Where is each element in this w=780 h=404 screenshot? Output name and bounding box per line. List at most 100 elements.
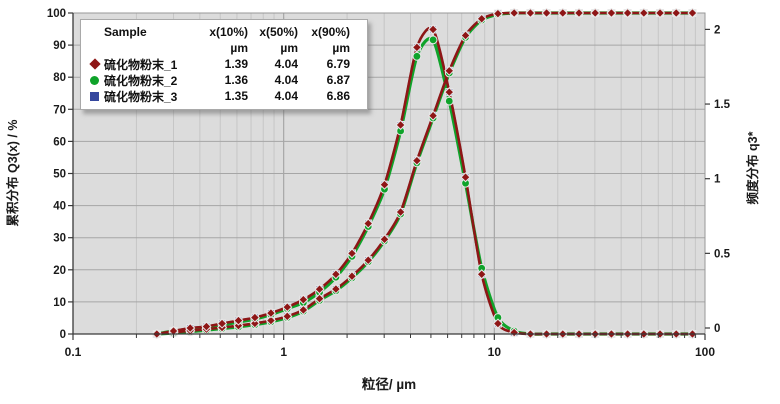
- svg-text:20: 20: [53, 265, 66, 277]
- diamond-marker: [671, 7, 682, 19]
- diamond-marker: [265, 315, 277, 326]
- diamond-marker: [492, 318, 504, 329]
- svg-text:40: 40: [53, 201, 66, 213]
- legend-x10-value: 1.36: [224, 73, 248, 87]
- legend-x50-value: 4.04: [274, 89, 298, 103]
- legend-sample-rows: 硫化物粉末_1 1.39 4.04 6.79 硫化物粉末_2 1.36 4.04 6.87 硫化…: [85, 56, 363, 104]
- diamond-marker: [476, 269, 487, 280]
- diamond-marker: [282, 302, 293, 313]
- diamond-marker: [638, 7, 649, 19]
- diamond-marker: [444, 65, 455, 76]
- diamond-marker: [395, 206, 406, 218]
- legend-x90-value: 6.79: [326, 57, 350, 71]
- diamond-marker: [233, 315, 244, 326]
- diamond-marker: [282, 311, 293, 322]
- diamond-marker: [346, 271, 358, 282]
- y-left-axis-title: 累积分布 Q3(x) / %: [5, 120, 20, 227]
- legend-header-x50: x(50%): [259, 25, 298, 39]
- diamond-icon: [88, 58, 101, 70]
- diamond-marker: [654, 7, 666, 19]
- diamond-marker: [509, 7, 520, 19]
- diamond-marker: [411, 155, 423, 166]
- diamond-marker: [363, 218, 374, 229]
- diamond-marker: [298, 294, 309, 305]
- legend-units-row: µm µm µm: [85, 40, 363, 56]
- svg-text:30: 30: [53, 233, 66, 245]
- legend-x50-value: 4.04: [274, 57, 298, 71]
- svg-text:10: 10: [488, 345, 502, 359]
- diamond-marker: [509, 327, 520, 338]
- diamond-marker: [379, 234, 390, 245]
- diamond-marker: [460, 30, 471, 41]
- legend-header-sample: Sample: [104, 25, 147, 39]
- diamond-marker: [622, 7, 633, 19]
- diamond-marker: [460, 172, 471, 183]
- diamond-marker: [363, 255, 374, 266]
- legend-sample-name: 硫化物粉末_3: [104, 89, 178, 104]
- legend-row-sample-3: 硫化物粉末_3 1.35 4.04 6.86: [85, 88, 363, 104]
- diamond-marker: [687, 7, 698, 19]
- svg-text:10: 10: [53, 297, 66, 309]
- svg-text:70: 70: [53, 104, 66, 116]
- diamond-marker: [314, 293, 325, 304]
- circle-marker: [412, 51, 422, 61]
- y-right-axis-title: 频度分布 q3*: [745, 131, 760, 204]
- diamond-marker: [379, 179, 390, 190]
- svg-text:0: 0: [714, 323, 720, 335]
- diamond-marker: [476, 13, 487, 24]
- legend-table: Sample x(10%) x(50%) x(90%) µm µm µm 硫化物…: [80, 19, 368, 110]
- circle-icon: [90, 75, 99, 85]
- legend-x10-value: 1.39: [224, 57, 248, 71]
- axes: 0 10 20 30 40 50 60 70 80 90 100 0.1 1 10 100 0 0.5 1 1.5 2…: [5, 8, 760, 392]
- svg-text:1: 1: [714, 174, 721, 186]
- diamond-marker: [525, 7, 536, 19]
- sample-1-cumulative-line: [156, 11, 693, 336]
- svg-text:1: 1: [280, 345, 287, 359]
- diamond-marker: [590, 7, 601, 19]
- legend-unit-x50: µm: [280, 41, 298, 55]
- diamond-marker: [249, 318, 260, 329]
- legend-sample-name: 硫化物粉末_2: [104, 73, 178, 88]
- legend-x90-value: 6.86: [326, 89, 350, 103]
- legend-row-sample-2: 硫化物粉末_2 1.36 4.04 6.87: [85, 72, 363, 88]
- diamond-marker: [330, 269, 342, 280]
- svg-text:0: 0: [60, 329, 66, 341]
- legend-unit-x90: µm: [332, 41, 350, 55]
- legend-x90-value: 6.87: [326, 73, 350, 87]
- circle-marker: [428, 35, 438, 45]
- x-axis-title: 粒径/ µm: [362, 376, 416, 392]
- svg-text:2: 2: [714, 24, 720, 36]
- svg-text:100: 100: [47, 8, 66, 20]
- diamond-marker: [265, 307, 277, 319]
- legend-header-row: Sample x(10%) x(50%) x(90%): [85, 24, 363, 40]
- legend-header-x90: x(90%): [311, 25, 350, 39]
- diamond-marker: [330, 283, 342, 295]
- diamond-marker: [216, 318, 228, 329]
- diamond-marker: [201, 321, 212, 332]
- diamond-marker: [541, 7, 552, 19]
- svg-text:100: 100: [695, 345, 715, 359]
- legend-x10-value: 1.35: [224, 89, 248, 103]
- diamond-marker: [573, 7, 585, 19]
- diamond-marker: [444, 87, 455, 98]
- diamond-marker: [606, 7, 617, 19]
- diamond-marker: [298, 304, 309, 316]
- svg-text:90: 90: [53, 40, 66, 52]
- square-icon: [90, 91, 99, 101]
- diamond-marker: [427, 110, 439, 121]
- svg-text:60: 60: [53, 136, 66, 148]
- legend-row-sample-1: 硫化物粉末_1 1.39 4.04 6.79: [85, 56, 363, 72]
- diamond-marker: [411, 42, 423, 53]
- diamond-marker: [249, 312, 260, 323]
- legend-x50-value: 4.04: [274, 73, 298, 87]
- svg-text:0.1: 0.1: [65, 345, 82, 359]
- legend-sample-name: 硫化物粉末_1: [104, 57, 178, 72]
- diamond-marker: [557, 7, 568, 19]
- diamond-marker: [314, 284, 325, 295]
- svg-text:50: 50: [53, 169, 66, 181]
- svg-text:1.5: 1.5: [714, 99, 731, 111]
- circle-marker: [444, 96, 454, 106]
- svg-text:0.5: 0.5: [714, 248, 731, 260]
- diamond-marker: [427, 24, 439, 35]
